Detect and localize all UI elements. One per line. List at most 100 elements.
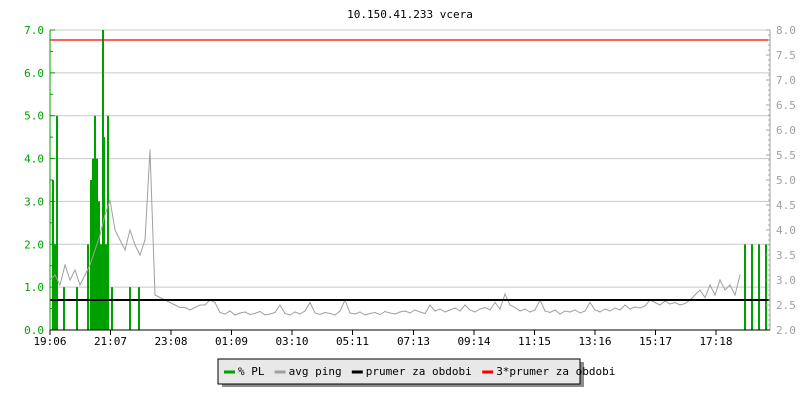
avg-ping-point [314, 312, 316, 314]
left-tick-label: 4.0 [24, 153, 44, 166]
avg-ping-point [99, 234, 101, 236]
avg-ping-point [214, 301, 216, 304]
avg-ping-point [394, 313, 396, 315]
avg-ping-point [284, 312, 286, 315]
avg-ping-point [219, 311, 221, 314]
avg-ping-point [279, 304, 281, 306]
right-tick-label: 6.0 [776, 124, 796, 137]
avg-ping-point [709, 284, 711, 286]
avg-ping-point [574, 309, 576, 311]
right-tick-label: 3.0 [776, 274, 796, 287]
avg-ping-point [409, 312, 411, 314]
avg-ping-point [509, 304, 511, 306]
avg-ping-point [734, 294, 736, 296]
left-tick-label: 5.0 [24, 110, 44, 123]
avg-ping-point [674, 301, 676, 304]
avg-ping-point [724, 289, 726, 291]
avg-ping-point [399, 311, 401, 313]
right-tick-label: 3.5 [776, 249, 796, 262]
avg-ping-point [434, 310, 436, 312]
avg-ping-point [54, 274, 56, 276]
avg-ping-point [489, 309, 491, 311]
avg-ping-point [594, 309, 596, 311]
avg-ping-point [324, 311, 326, 314]
avg-ping-point [354, 313, 356, 315]
right-tick-label: 2.0 [776, 324, 796, 337]
avg-ping-point [619, 309, 621, 311]
avg-ping-point [74, 269, 76, 271]
avg-ping-point [389, 312, 391, 314]
avg-ping-point [549, 311, 551, 314]
avg-ping-point [439, 308, 441, 310]
legend-item: 3*prumer za obdobi [496, 365, 615, 378]
avg-ping-point [444, 311, 446, 313]
left-tick-label: 6.0 [24, 67, 44, 80]
avg-ping-point [449, 309, 451, 311]
avg-ping-point [669, 303, 671, 305]
avg-ping-point [589, 301, 591, 304]
avg-ping-point [299, 313, 301, 315]
avg-ping-point [129, 229, 131, 231]
avg-ping-point [194, 306, 196, 309]
x-tick-label: 05:11 [336, 335, 369, 348]
avg-ping-point [459, 310, 461, 312]
x-tick-label: 23:08 [154, 335, 187, 348]
x-tick-label: 07:13 [397, 335, 430, 348]
series-layer [49, 30, 770, 330]
avg-ping-point [499, 308, 501, 310]
avg-ping-point [379, 313, 381, 316]
avg-ping-point [79, 284, 81, 286]
avg-ping-point [159, 296, 161, 299]
avg-ping-point [564, 310, 566, 312]
right-tick-label: 5.5 [776, 149, 796, 162]
avg-ping-point [229, 310, 231, 312]
chart-title: 10.150.41.233 vcera [347, 8, 473, 21]
avg-ping-point [484, 306, 486, 309]
left-tick-label: 7.0 [24, 24, 44, 37]
avg-ping-point [739, 274, 741, 276]
avg-ping-point [569, 311, 571, 313]
avg-ping-point [234, 314, 236, 316]
avg-ping-point [384, 310, 386, 313]
left-tick-label: 0.0 [24, 324, 44, 337]
avg-ping-point [64, 264, 66, 266]
avg-ping-point [424, 312, 426, 315]
avg-ping-point [269, 313, 271, 315]
avg-ping-point [514, 306, 516, 309]
avg-ping-point [84, 274, 86, 276]
avg-ping-point [199, 304, 201, 306]
avg-ping-point [469, 309, 471, 311]
left-tick-label: 2.0 [24, 238, 44, 251]
avg-ping-point [259, 310, 261, 313]
avg-ping-point [599, 311, 601, 313]
avg-ping-point [254, 312, 256, 315]
avg-ping-point [419, 311, 421, 313]
avg-ping-point [244, 311, 246, 313]
legend: % PL avg ping prumer za obdobi 3*prumer za … [217, 358, 615, 387]
avg-ping-point [504, 293, 506, 295]
avg-ping-point [104, 214, 106, 216]
avg-ping-point [184, 306, 186, 309]
avg-ping-point [694, 294, 696, 296]
avg-ping-point [94, 249, 96, 251]
avg-ping-point [169, 301, 171, 304]
avg-ping-point [719, 279, 721, 281]
avg-ping-point [59, 284, 61, 286]
avg-ping-point [679, 304, 681, 306]
x-tick-label: 03:10 [275, 335, 308, 348]
right-tick-label: 7.5 [776, 49, 796, 62]
avg-ping-point [429, 304, 431, 306]
avg-ping-point [264, 314, 266, 316]
avg-ping-point [359, 311, 361, 313]
x-tick-label: 01:09 [215, 335, 248, 348]
avg-ping-point [319, 313, 321, 316]
avg-ping-point [534, 309, 536, 311]
avg-ping-point [614, 307, 616, 309]
right-tick-label: 5.0 [776, 174, 796, 187]
avg-ping-point [554, 309, 556, 311]
avg-ping-point [704, 296, 706, 299]
avg-ping-point [289, 314, 291, 316]
avg-ping-point [114, 229, 116, 231]
right-tick-label: 2.5 [776, 299, 796, 312]
avg-ping-point [659, 304, 661, 306]
